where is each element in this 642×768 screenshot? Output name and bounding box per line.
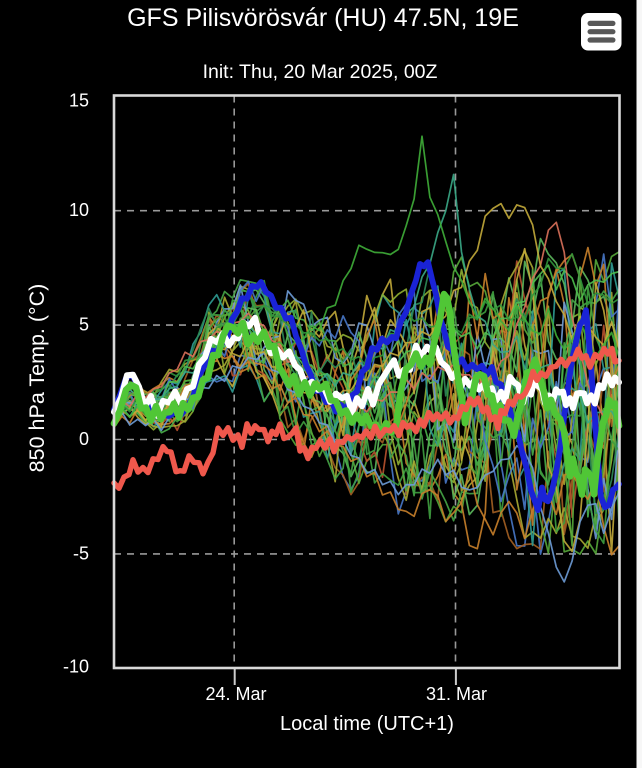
svg-text:850 hPa Temp. (°C): 850 hPa Temp. (°C)	[25, 284, 49, 473]
svg-text:Local time (UTC+1): Local time (UTC+1)	[280, 713, 454, 735]
svg-text:5: 5	[79, 315, 89, 335]
svg-text:15: 15	[69, 91, 89, 111]
svg-text:10: 10	[69, 200, 89, 220]
svg-text:0: 0	[79, 429, 89, 449]
svg-text:31. Mar: 31. Mar	[426, 684, 487, 704]
svg-text:24. Mar: 24. Mar	[205, 684, 266, 704]
svg-text:-5: -5	[73, 543, 89, 563]
svg-text:Init: Thu, 20 Mar 2025, 00Z: Init: Thu, 20 Mar 2025, 00Z	[203, 61, 438, 83]
svg-text:-10: -10	[63, 657, 89, 677]
svg-text:GFS Pilisvörösvár (HU) 47.5N,: GFS Pilisvörösvár (HU) 47.5N, 19E	[127, 4, 519, 32]
